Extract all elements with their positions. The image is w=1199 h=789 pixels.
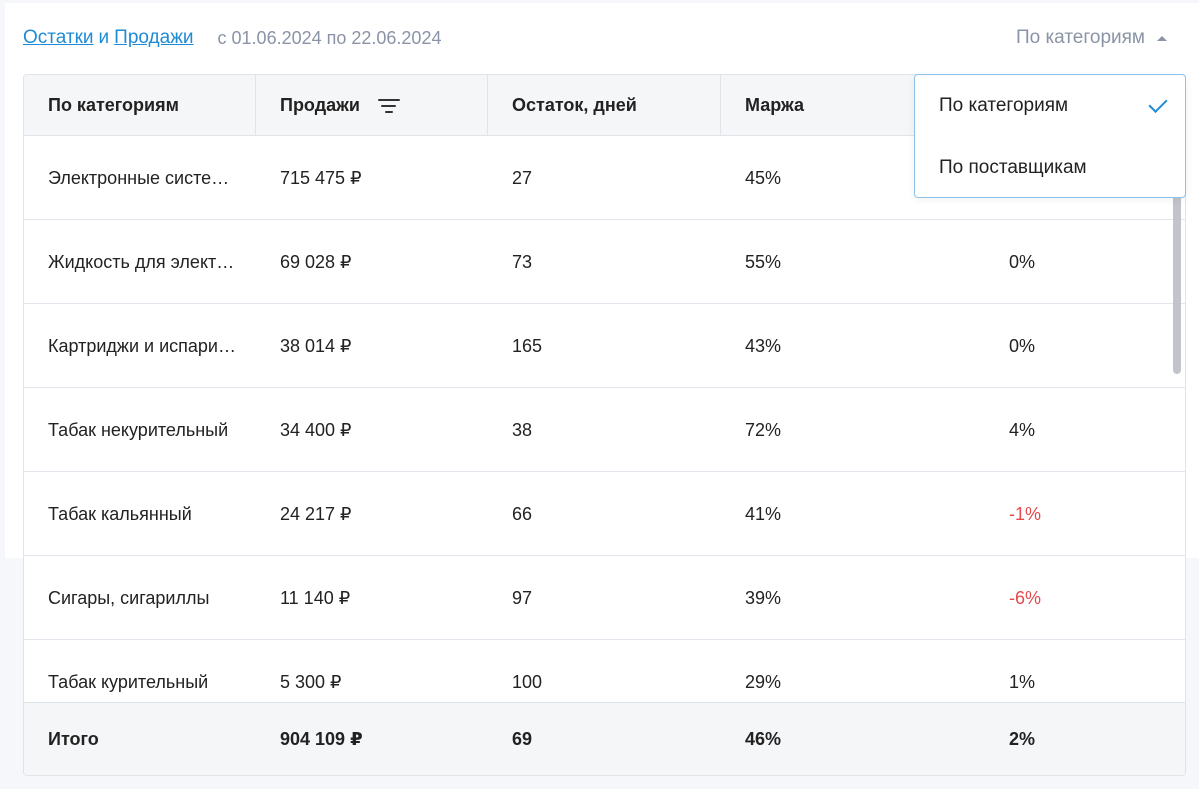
totals-margin: 46% — [745, 729, 782, 749]
totals-change: 2% — [1009, 729, 1036, 749]
margin-cell: 43% — [745, 335, 782, 356]
grouping-select[interactable]: По категориям — [1016, 26, 1167, 50]
days-cell: 165 — [512, 335, 543, 356]
category-cell: Сигары, сигариллы — [48, 587, 210, 608]
report-header: Остатки и Продажи с 01.06.2024 по 22.06.… — [23, 26, 441, 50]
category-cell: Жидкость для электронных сигарет — [48, 251, 236, 272]
table-row[interactable]: Табак курительный 5 300 ₽ 100 29% 1% — [24, 640, 1185, 702]
totals-sales: 904 109 ₽ — [280, 729, 363, 749]
column-header-days[interactable]: Остаток, дней — [488, 75, 721, 136]
table-row[interactable]: Жидкость для электронных сигарет 69 028 … — [24, 220, 1185, 304]
table-totals-row: Итого 904 109 ₽ 69 46% 2% — [24, 702, 1185, 775]
filter-icon[interactable] — [377, 98, 400, 113]
days-cell: 73 — [512, 251, 533, 272]
days-cell: 66 — [512, 503, 533, 524]
margin-cell: 39% — [745, 587, 782, 608]
table-row[interactable]: Сигары, сигариллы 11 140 ₽ 97 39% -6% — [24, 556, 1185, 640]
category-cell: Картриджи и испарители — [48, 335, 236, 356]
check-icon — [1148, 93, 1168, 113]
column-header-sales[interactable]: Продажи — [256, 75, 488, 136]
period-text: с 01.06.2024 по 22.06.2024 — [217, 27, 442, 48]
totals-days: 69 — [512, 729, 533, 749]
sales-cell: 38 014 ₽ — [280, 335, 352, 356]
column-header-category[interactable]: По категориям — [24, 75, 256, 136]
change-cell: -6% — [1009, 587, 1042, 608]
change-cell: 0% — [1009, 335, 1036, 356]
table-row[interactable]: Табак кальянный 24 217 ₽ 66 41% -1% — [24, 472, 1185, 556]
days-cell: 100 — [512, 671, 543, 692]
sales-link[interactable]: Продажи — [114, 27, 194, 48]
category-cell: Табак некурительный — [48, 419, 229, 440]
category-cell: Электронные системы доставки никотина — [48, 167, 236, 188]
days-cell: 27 — [512, 167, 533, 188]
sales-cell: 34 400 ₽ — [280, 419, 352, 440]
margin-cell: 72% — [745, 419, 782, 440]
change-cell: 1% — [1009, 671, 1036, 692]
days-cell: 38 — [512, 419, 533, 440]
table-row[interactable]: Табак некурительный 34 400 ₽ 38 72% 4% — [24, 388, 1185, 472]
table-scrollbar[interactable] — [1173, 188, 1181, 374]
caret-up-icon — [1157, 35, 1167, 41]
stock-link[interactable]: Остатки — [23, 27, 94, 48]
option-by-supplier[interactable]: По поставщикам — [939, 157, 1087, 178]
margin-cell: 41% — [745, 503, 782, 524]
margin-cell: 45% — [745, 167, 782, 188]
change-cell: 4% — [1009, 419, 1036, 440]
sales-cell: 715 475 ₽ — [280, 167, 362, 188]
totals-label: Итого — [48, 729, 99, 749]
margin-cell: 29% — [745, 671, 782, 692]
sales-cell: 5 300 ₽ — [280, 671, 342, 692]
table-row[interactable]: Картриджи и испарители 38 014 ₽ 165 43% … — [24, 304, 1185, 388]
category-cell: Табак курительный — [48, 671, 209, 692]
table-body[interactable]: Электронные системы доставки никотина 71… — [24, 136, 1185, 702]
sales-cell: 24 217 ₽ — [280, 503, 352, 524]
change-cell: -1% — [1009, 503, 1042, 524]
change-cell: 0% — [1009, 251, 1036, 272]
days-cell: 97 — [512, 587, 533, 608]
option-by-category[interactable]: По категориям — [915, 75, 1185, 137]
category-cell: Табак кальянный — [48, 503, 192, 524]
grouping-select-label: По категориям — [1015, 27, 1145, 48]
table-row[interactable]: Электронные системы доставки никотина 71… — [24, 136, 1185, 220]
conjunction-text: и — [98, 27, 110, 48]
sales-cell: 11 140 ₽ — [280, 587, 351, 608]
sales-cell: 69 028 ₽ — [280, 251, 352, 272]
margin-cell: 55% — [745, 251, 782, 272]
grouping-dropdown: По категориям По поставщикам — [914, 74, 1186, 198]
